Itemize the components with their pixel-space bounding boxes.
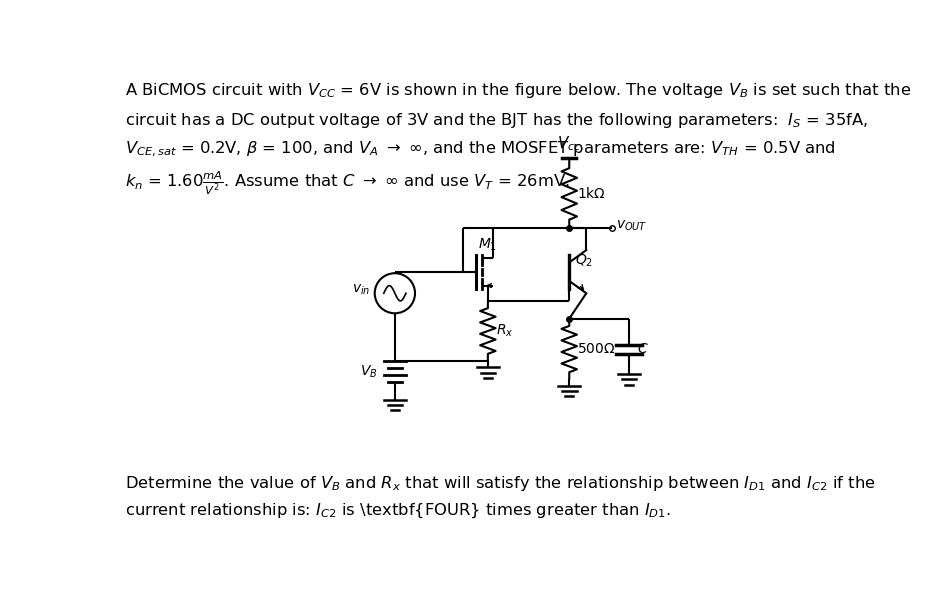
Text: $v_{OUT}$: $v_{OUT}$ bbox=[616, 218, 647, 232]
Text: $V_{CE,sat}$ = 0.2V, $\beta$ = 100, and $V_A$ $\rightarrow$ $\infty$, and the MO: $V_{CE,sat}$ = 0.2V, $\beta$ = 100, and … bbox=[125, 140, 836, 159]
Text: $R_x$: $R_x$ bbox=[496, 323, 514, 339]
Text: Determine the value of $V_B$ and $R_x$ that will satisfy the relationship betwee: Determine the value of $V_B$ and $R_x$ t… bbox=[125, 474, 876, 493]
Text: $V_{cc}$: $V_{cc}$ bbox=[557, 135, 581, 153]
Text: $Q_2$: $Q_2$ bbox=[575, 253, 592, 269]
Text: 1k$\Omega$: 1k$\Omega$ bbox=[577, 186, 606, 200]
Text: $v_{in}$: $v_{in}$ bbox=[351, 283, 370, 298]
Text: $k_n$ = 1.60$\frac{mA}{V^2}$. Assume that $C$ $\rightarrow$ $\infty$ and use $V_: $k_n$ = 1.60$\frac{mA}{V^2}$. Assume tha… bbox=[125, 169, 570, 197]
Text: $V_B$: $V_B$ bbox=[361, 363, 378, 380]
Text: A BiCMOS circuit with $V_{CC}$ = 6V is shown in the figure below. The voltage $V: A BiCMOS circuit with $V_{CC}$ = 6V is s… bbox=[125, 82, 911, 100]
Text: current relationship is: $I_{C2}$ is \textbf{FOUR} times greater than $I_{D1}$.: current relationship is: $I_{C2}$ is \te… bbox=[125, 501, 671, 520]
Text: circuit has a DC output voltage of 3V and the BJT has the following parameters: : circuit has a DC output voltage of 3V an… bbox=[125, 111, 868, 130]
Text: 500$\Omega$: 500$\Omega$ bbox=[577, 342, 616, 356]
Text: $C$: $C$ bbox=[637, 343, 648, 357]
Text: $M_1$: $M_1$ bbox=[477, 237, 497, 253]
